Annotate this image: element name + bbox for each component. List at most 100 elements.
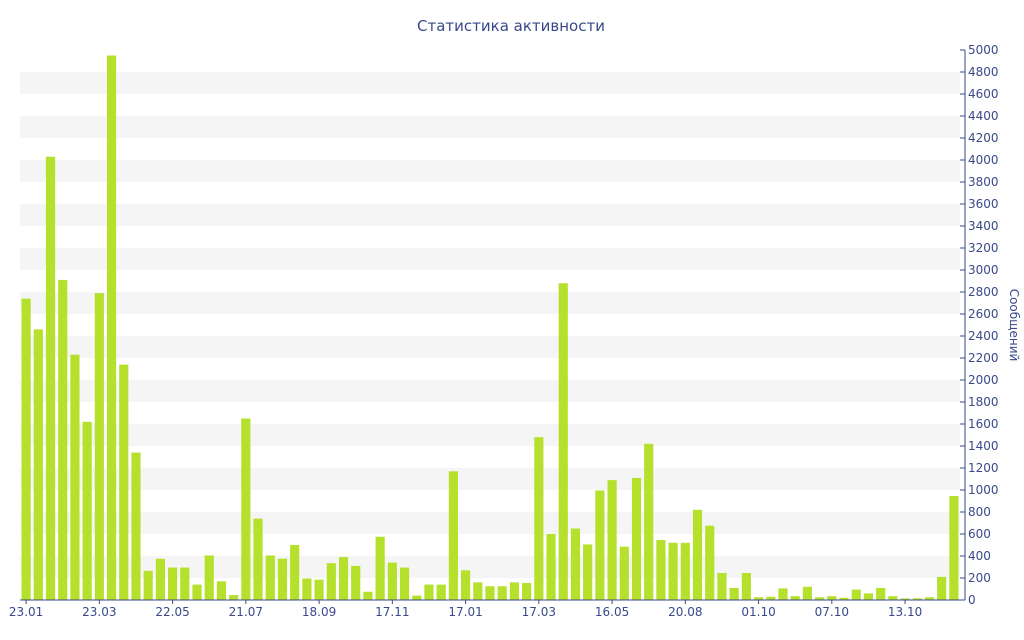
grid-band bbox=[20, 292, 960, 314]
grid-band bbox=[20, 204, 960, 226]
bar[interactable] bbox=[253, 518, 263, 600]
bar[interactable] bbox=[277, 558, 288, 600]
bar[interactable] bbox=[241, 418, 251, 601]
y-tick-label: 4800 bbox=[968, 65, 999, 79]
bar[interactable] bbox=[497, 586, 507, 600]
bar[interactable] bbox=[58, 279, 68, 600]
bar[interactable] bbox=[82, 421, 92, 600]
bar[interactable] bbox=[216, 581, 227, 600]
bar[interactable] bbox=[265, 555, 275, 600]
x-tick-label: 01.10 bbox=[741, 605, 775, 619]
bar[interactable] bbox=[229, 595, 239, 600]
bar[interactable] bbox=[131, 452, 141, 600]
bar[interactable] bbox=[790, 596, 800, 600]
bar[interactable] bbox=[888, 596, 898, 600]
bar[interactable] bbox=[399, 567, 410, 600]
grid-band bbox=[20, 72, 960, 94]
bar[interactable] bbox=[509, 582, 519, 600]
bar[interactable] bbox=[741, 573, 751, 600]
bar[interactable] bbox=[45, 156, 56, 600]
x-tick-label: 16.05 bbox=[595, 605, 629, 619]
bar[interactable] bbox=[424, 584, 434, 600]
bar[interactable] bbox=[680, 542, 690, 600]
y-tick-label: 3800 bbox=[968, 175, 999, 189]
bar[interactable] bbox=[485, 586, 495, 600]
bar[interactable] bbox=[363, 591, 373, 600]
bar[interactable] bbox=[900, 598, 910, 600]
y-tick-label: 2800 bbox=[968, 285, 999, 299]
bar[interactable] bbox=[155, 558, 165, 600]
x-tick-label: 23.03 bbox=[82, 605, 116, 619]
bar[interactable] bbox=[351, 565, 361, 600]
bar[interactable] bbox=[302, 578, 312, 600]
bar[interactable] bbox=[802, 586, 812, 600]
bar[interactable] bbox=[863, 593, 874, 600]
grid-band bbox=[20, 424, 960, 446]
bar[interactable] bbox=[924, 597, 935, 600]
bar[interactable] bbox=[119, 364, 129, 600]
bar[interactable] bbox=[387, 562, 397, 600]
bar[interactable] bbox=[412, 595, 422, 600]
bar[interactable] bbox=[937, 576, 947, 600]
bar[interactable] bbox=[827, 596, 837, 600]
bar[interactable] bbox=[912, 598, 922, 600]
bar[interactable] bbox=[876, 587, 886, 600]
bar[interactable] bbox=[570, 528, 581, 601]
bar[interactable] bbox=[33, 329, 43, 600]
y-tick-label: 2000 bbox=[968, 373, 999, 387]
y-tick-label: 2600 bbox=[968, 307, 999, 321]
bar[interactable] bbox=[717, 573, 727, 600]
bar[interactable] bbox=[644, 443, 654, 600]
bar[interactable] bbox=[705, 525, 715, 600]
bar[interactable] bbox=[180, 567, 190, 600]
bar[interactable] bbox=[595, 490, 605, 600]
bar[interactable] bbox=[338, 557, 349, 600]
bar[interactable] bbox=[375, 536, 385, 600]
bar[interactable] bbox=[656, 540, 666, 600]
bar-series bbox=[21, 55, 959, 601]
bar[interactable] bbox=[326, 563, 336, 600]
bar[interactable] bbox=[461, 570, 471, 600]
bar[interactable] bbox=[314, 579, 324, 600]
bar[interactable] bbox=[851, 589, 861, 600]
bar[interactable] bbox=[839, 597, 849, 600]
bar[interactable] bbox=[448, 471, 458, 600]
bar[interactable] bbox=[668, 542, 678, 600]
bar[interactable] bbox=[583, 544, 593, 600]
bar[interactable] bbox=[631, 477, 642, 600]
bar[interactable] bbox=[106, 55, 117, 601]
bar[interactable] bbox=[143, 570, 153, 600]
bar[interactable] bbox=[558, 283, 568, 600]
bar[interactable] bbox=[766, 596, 776, 600]
bar[interactable] bbox=[168, 567, 178, 600]
bar[interactable] bbox=[692, 509, 703, 600]
bar[interactable] bbox=[607, 480, 617, 600]
bar[interactable] bbox=[70, 354, 80, 600]
bar[interactable] bbox=[619, 546, 629, 600]
bar[interactable] bbox=[729, 587, 739, 600]
bar[interactable] bbox=[778, 588, 788, 600]
bar[interactable] bbox=[290, 545, 300, 600]
bar[interactable] bbox=[534, 437, 544, 600]
y-tick-label: 0 bbox=[968, 593, 976, 607]
grid-band bbox=[20, 512, 960, 534]
bar[interactable] bbox=[473, 582, 483, 600]
bar[interactable] bbox=[436, 584, 446, 600]
bar[interactable] bbox=[204, 555, 214, 600]
y-tick-label: 2400 bbox=[968, 329, 999, 343]
y-tick-label: 1800 bbox=[968, 395, 999, 409]
y-tick-label: 3000 bbox=[968, 263, 999, 277]
y-tick-label: 3400 bbox=[968, 219, 999, 233]
bar[interactable] bbox=[949, 496, 959, 600]
bar[interactable] bbox=[753, 597, 764, 600]
bar[interactable] bbox=[192, 584, 202, 600]
bar[interactable] bbox=[815, 597, 825, 600]
bar[interactable] bbox=[546, 534, 556, 600]
bar[interactable] bbox=[522, 582, 532, 600]
bar[interactable] bbox=[21, 298, 31, 600]
bar[interactable] bbox=[94, 293, 104, 600]
y-tick-label: 4400 bbox=[968, 109, 999, 123]
grid-band bbox=[20, 380, 960, 402]
y-tick-label: 5000 bbox=[968, 43, 999, 57]
